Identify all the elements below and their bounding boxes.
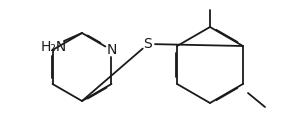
Text: H₂N: H₂N (41, 40, 67, 54)
Text: N: N (106, 43, 117, 57)
Text: S: S (144, 37, 153, 51)
